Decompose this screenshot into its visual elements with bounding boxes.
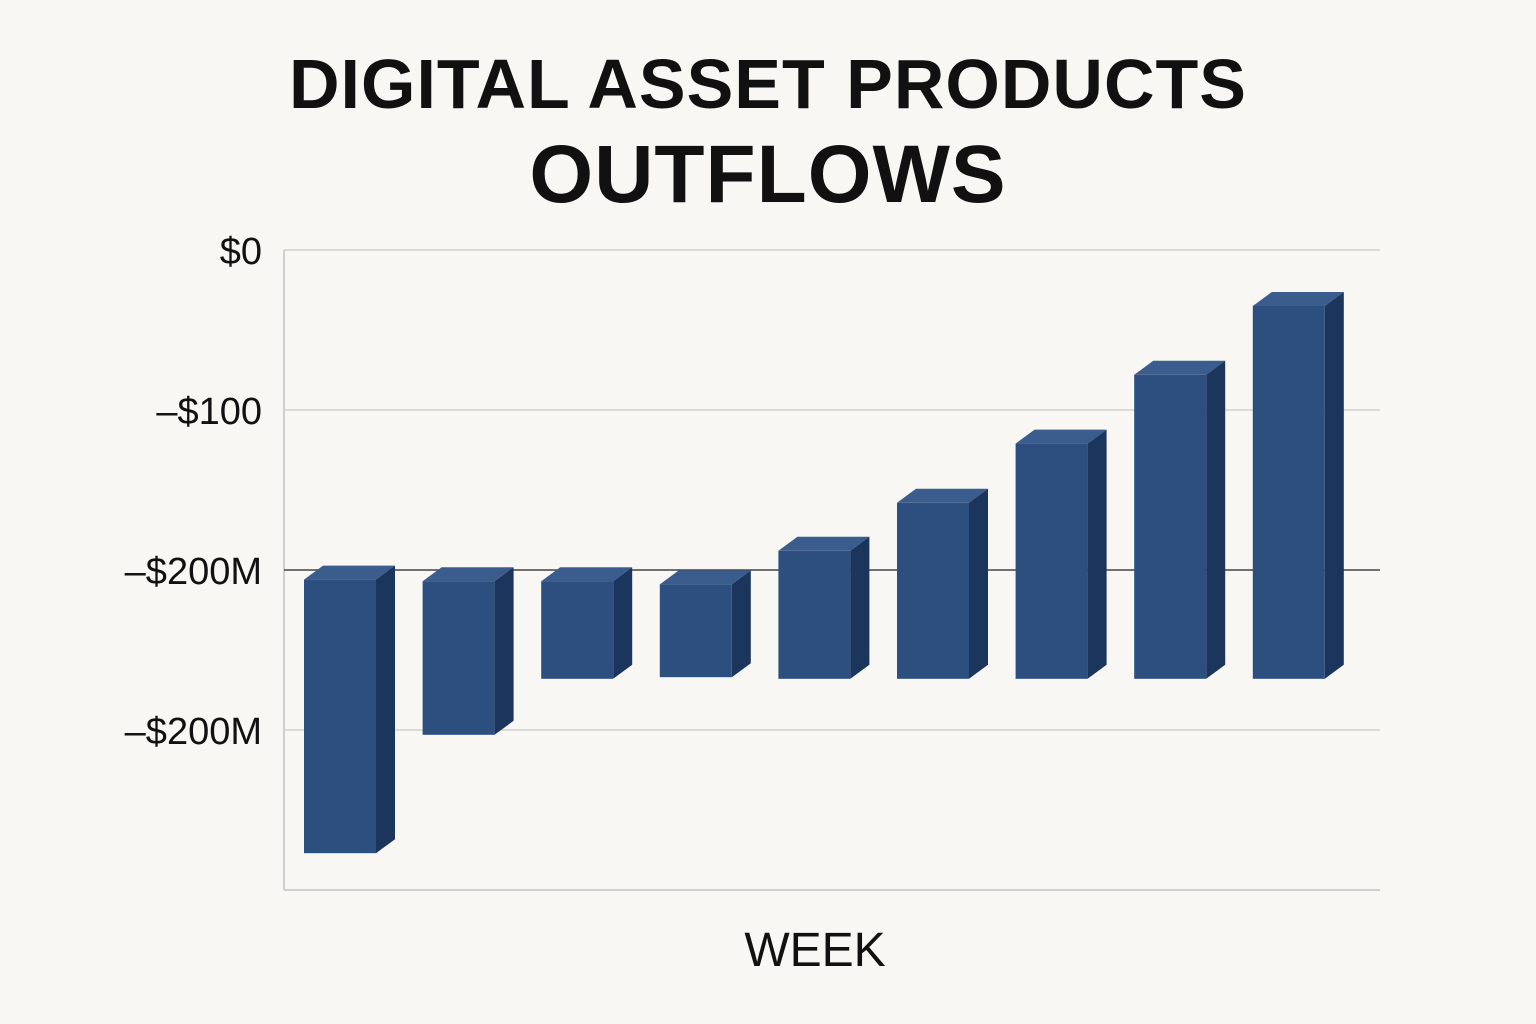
bar-top-face [897, 488, 988, 503]
x-axis-label: WEEK [744, 924, 885, 977]
y-tick-label: –$200M [125, 551, 262, 593]
bar [778, 536, 870, 679]
bar [422, 567, 514, 735]
bar-side-face [1324, 292, 1344, 679]
bar-side-face [1087, 429, 1107, 679]
bar [304, 565, 395, 854]
bar-top-face [422, 567, 514, 582]
bar-side-face [850, 536, 870, 679]
bar-front-face [1252, 306, 1325, 679]
bar-front-face [659, 584, 732, 678]
bar-top-face [541, 567, 633, 582]
bar-front-face [1134, 374, 1207, 679]
bar-front-face [304, 579, 376, 854]
bar-top-face [1134, 360, 1226, 375]
bar-top-face [1252, 292, 1344, 306]
bar-front-face [422, 581, 495, 735]
bar-front-face [1015, 443, 1088, 679]
bar-side-face [969, 488, 988, 679]
y-axis-ticks: $0 –$100 –$200M –$200M [125, 231, 262, 753]
y-tick-label: –$100 [156, 391, 262, 433]
bar [659, 570, 751, 678]
bar-top-face [304, 565, 395, 580]
bar [541, 567, 633, 679]
bar [1252, 292, 1344, 679]
bar-top-face [778, 536, 870, 551]
bar [897, 488, 988, 679]
bar-front-face [778, 550, 851, 679]
bar-side-face [1206, 360, 1226, 679]
bar-front-face [897, 502, 969, 679]
bar-top-face [1015, 429, 1107, 444]
y-tick-label: –$200M [125, 711, 262, 753]
bars [304, 292, 1344, 854]
bar-side-face [494, 567, 514, 735]
bar [1134, 360, 1226, 679]
bar [1015, 429, 1107, 679]
bar-side-face [376, 565, 395, 854]
chart-subtitle: OUTFLOWS [529, 129, 1007, 220]
bar-side-face [613, 567, 633, 679]
bar-front-face [541, 581, 614, 679]
y-tick-label: $0 [220, 231, 262, 273]
bar-side-face [731, 570, 751, 678]
bar-top-face [659, 570, 751, 585]
chart-title: DIGITAL ASSET PRODUCTS [289, 45, 1247, 123]
